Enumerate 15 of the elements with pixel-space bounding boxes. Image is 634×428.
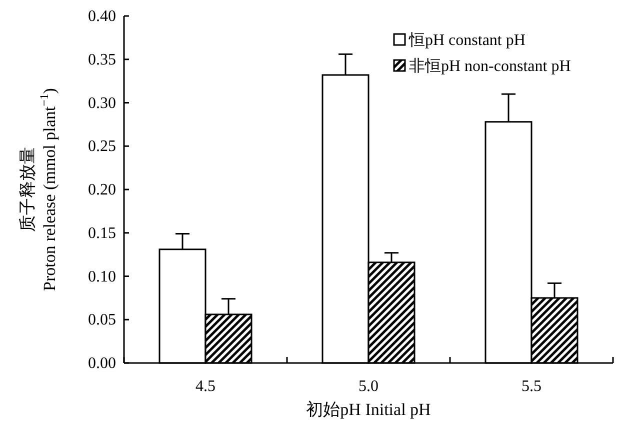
y-tick-label: 0.25 — [88, 138, 116, 156]
legend-label: 恒pH constant pH — [408, 32, 526, 49]
y-tick-label: 0.10 — [88, 268, 116, 286]
x-tick-label: 5.0 — [358, 378, 378, 395]
legend-label: 非恒pH non-constant pH — [409, 57, 572, 75]
y-tick-label: 0.35 — [88, 51, 116, 68]
y-tick-label: 0.15 — [88, 224, 116, 242]
x-tick-label: 5.5 — [522, 378, 542, 395]
x-tick-label: 4.5 — [196, 378, 216, 395]
x-axis-title: 初始pH Initial pH — [306, 400, 431, 419]
y-tick-label: 0.40 — [88, 8, 116, 25]
y-tick-label: 0.05 — [88, 312, 116, 329]
y-tick-label: 0.20 — [88, 182, 116, 198]
y-tick-label: 0.30 — [88, 94, 116, 112]
y-tick-label: 0.00 — [88, 355, 116, 372]
